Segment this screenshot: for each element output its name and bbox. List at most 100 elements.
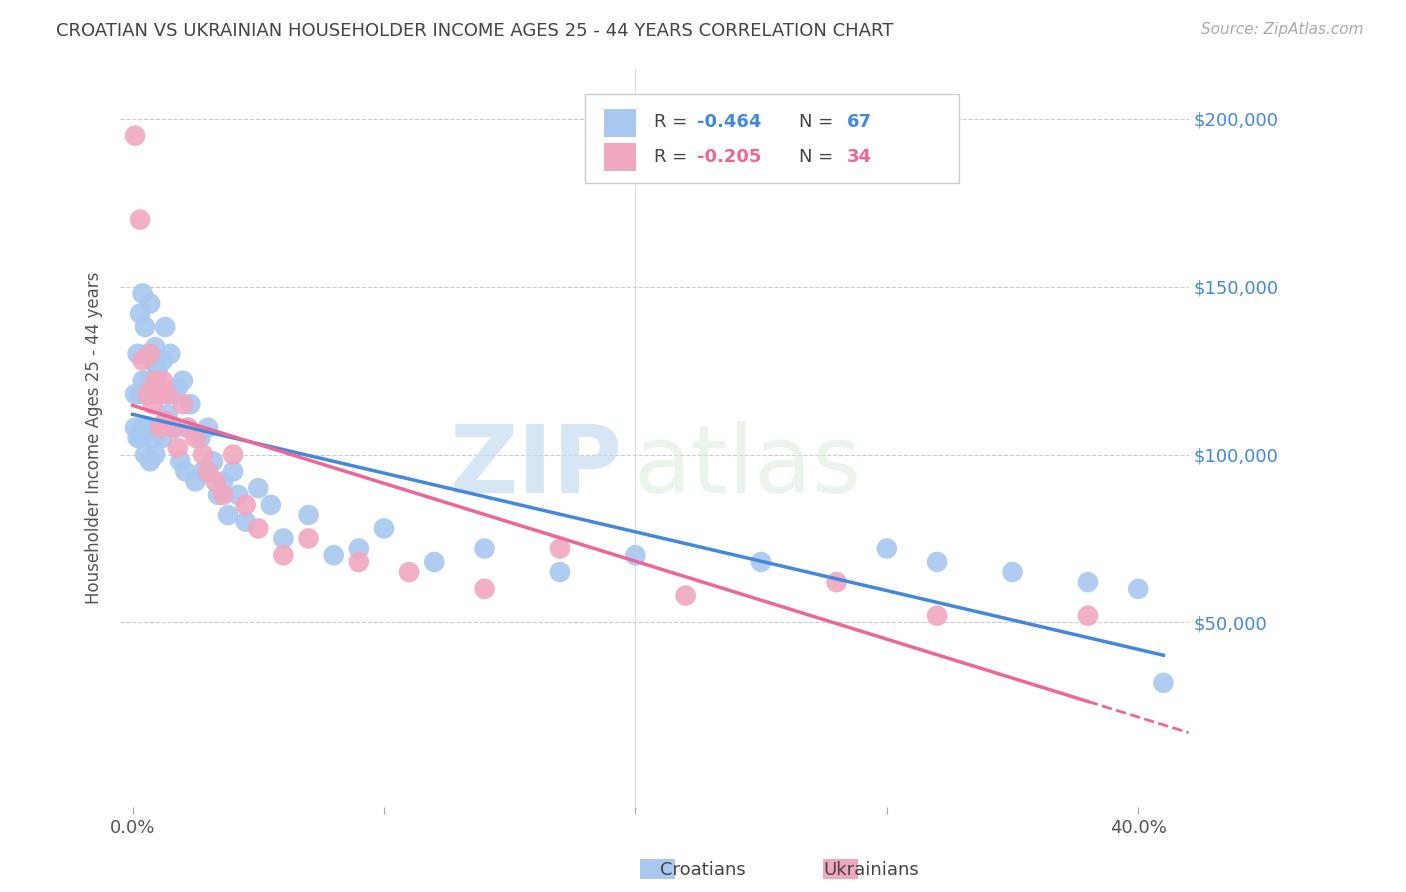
- Point: [159, 347, 181, 361]
- Point: [222, 448, 245, 462]
- Point: [548, 541, 571, 556]
- Point: [127, 431, 149, 445]
- Point: [212, 488, 235, 502]
- Point: [260, 498, 283, 512]
- Point: [149, 421, 172, 435]
- Point: [124, 387, 146, 401]
- Point: [184, 475, 207, 489]
- Point: [136, 387, 159, 401]
- Point: [131, 421, 153, 435]
- Text: 67: 67: [846, 113, 872, 131]
- Point: [322, 549, 344, 563]
- Point: [169, 454, 191, 468]
- Point: [172, 374, 194, 388]
- Point: [142, 431, 165, 445]
- Point: [474, 582, 496, 596]
- Point: [136, 421, 159, 435]
- Point: [235, 498, 257, 512]
- Point: [146, 421, 169, 435]
- Point: [134, 448, 156, 462]
- Text: -0.464: -0.464: [697, 113, 762, 131]
- Point: [184, 431, 207, 445]
- Point: [124, 421, 146, 435]
- Text: atlas: atlas: [633, 421, 860, 513]
- Point: [373, 521, 395, 535]
- Point: [152, 431, 174, 445]
- Point: [142, 353, 165, 368]
- Point: [156, 387, 179, 401]
- Point: [131, 353, 153, 368]
- Point: [212, 475, 235, 489]
- Point: [217, 508, 239, 522]
- Point: [347, 541, 370, 556]
- Point: [226, 488, 249, 502]
- Point: [162, 421, 184, 435]
- Point: [247, 521, 270, 535]
- Point: [143, 448, 166, 462]
- Point: [297, 508, 319, 522]
- Point: [749, 555, 772, 569]
- Point: [129, 387, 152, 401]
- Point: [190, 431, 212, 445]
- Point: [146, 364, 169, 378]
- Point: [235, 515, 257, 529]
- Point: [124, 128, 146, 143]
- Point: [624, 549, 647, 563]
- Point: [134, 320, 156, 334]
- Point: [1077, 608, 1099, 623]
- Point: [136, 347, 159, 361]
- Text: -0.205: -0.205: [697, 148, 762, 166]
- Point: [927, 608, 949, 623]
- Text: R =: R =: [654, 113, 693, 131]
- Point: [139, 454, 162, 468]
- Point: [165, 421, 187, 435]
- Point: [197, 464, 219, 478]
- Point: [166, 380, 188, 394]
- Text: Ukrainians: Ukrainians: [824, 861, 920, 879]
- Point: [149, 387, 172, 401]
- Point: [207, 488, 229, 502]
- Point: [1152, 676, 1174, 690]
- Point: [134, 387, 156, 401]
- Point: [142, 397, 165, 411]
- Point: [127, 347, 149, 361]
- Point: [129, 307, 152, 321]
- Point: [172, 397, 194, 411]
- Point: [143, 374, 166, 388]
- Point: [156, 407, 179, 421]
- Point: [197, 421, 219, 435]
- Point: [162, 387, 184, 401]
- Point: [474, 541, 496, 556]
- Point: [143, 340, 166, 354]
- Point: [273, 549, 295, 563]
- Point: [273, 532, 295, 546]
- Point: [297, 532, 319, 546]
- Point: [222, 464, 245, 478]
- Point: [139, 347, 162, 361]
- Text: R =: R =: [654, 148, 693, 166]
- Point: [201, 454, 224, 468]
- Point: [927, 555, 949, 569]
- Point: [131, 374, 153, 388]
- Text: Croatians: Croatians: [661, 861, 745, 879]
- Point: [876, 541, 898, 556]
- FancyBboxPatch shape: [605, 109, 636, 136]
- Point: [139, 296, 162, 310]
- Point: [139, 374, 162, 388]
- Point: [247, 481, 270, 495]
- Y-axis label: Householder Income Ages 25 - 44 years: Householder Income Ages 25 - 44 years: [86, 271, 103, 604]
- Point: [174, 464, 197, 478]
- Point: [825, 575, 848, 590]
- Point: [1001, 565, 1024, 579]
- Point: [129, 212, 152, 227]
- Point: [423, 555, 446, 569]
- Point: [166, 441, 188, 455]
- Point: [675, 589, 697, 603]
- Point: [155, 414, 177, 428]
- FancyBboxPatch shape: [605, 144, 636, 171]
- Point: [177, 421, 200, 435]
- Text: Source: ZipAtlas.com: Source: ZipAtlas.com: [1201, 22, 1364, 37]
- Point: [191, 448, 214, 462]
- Point: [155, 320, 177, 334]
- Point: [204, 475, 226, 489]
